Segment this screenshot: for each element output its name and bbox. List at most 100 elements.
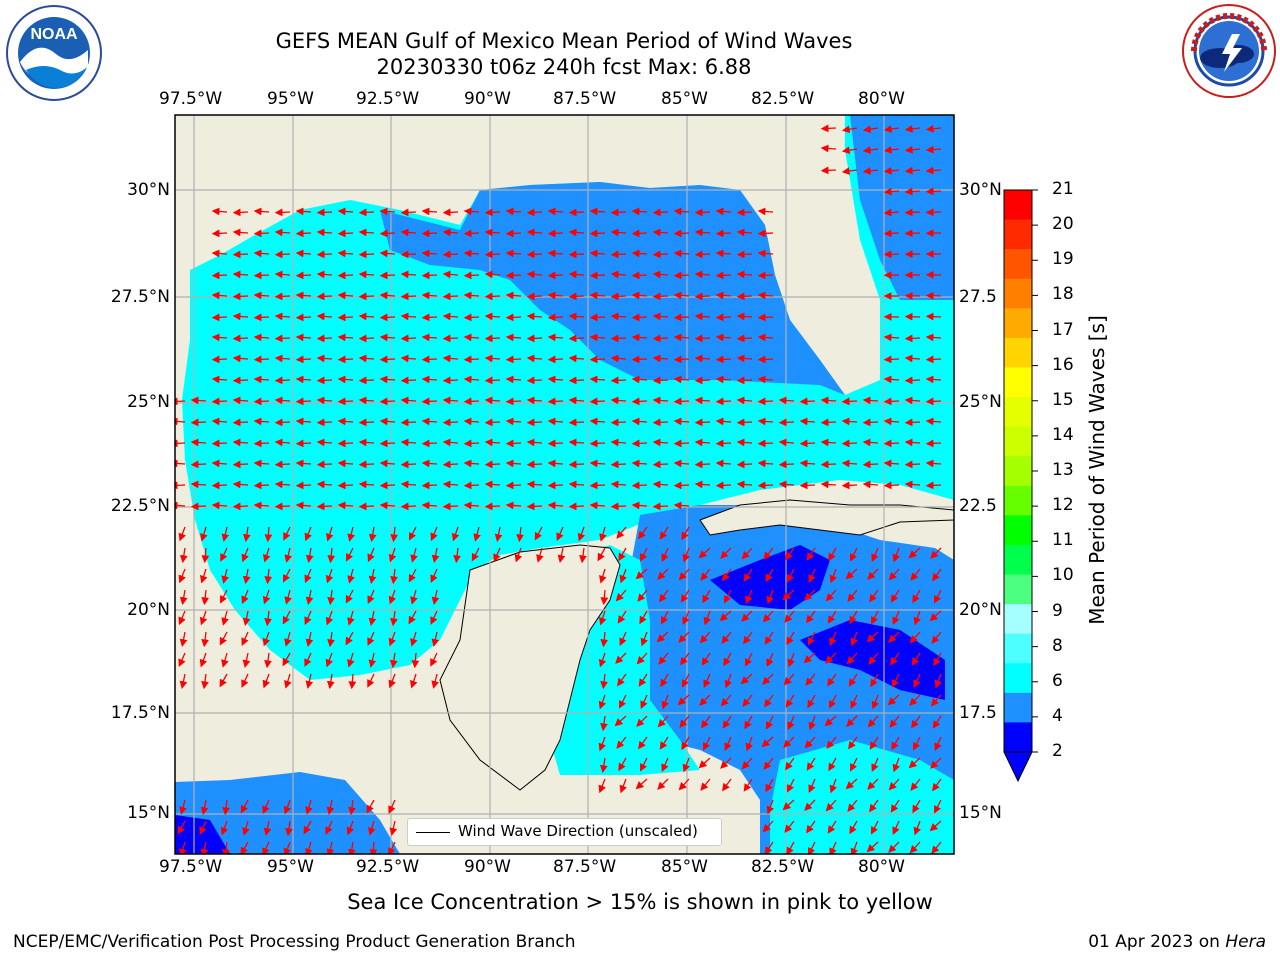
wind-arrow: [421, 313, 438, 322]
lat-tick-left: 17.5°N: [110, 703, 170, 723]
wind-arrow: [358, 354, 375, 363]
wind-arrow: [724, 736, 732, 751]
wind-arrow: [283, 526, 291, 541]
wind-arrow: [661, 694, 669, 710]
wind-arrow: [211, 501, 228, 510]
wind-arrow: [660, 673, 669, 688]
wind-arrow: [400, 334, 417, 343]
lon-tick-bottom: 92.5°W: [356, 857, 420, 877]
wind-arrow: [316, 354, 333, 363]
lon-tick-bottom: 82.5°W: [751, 857, 815, 877]
wind-arrow: [715, 229, 732, 238]
wind-arrow: [190, 502, 207, 511]
wind-arrow: [778, 438, 795, 447]
wind-arrow: [264, 568, 273, 585]
wind-arrow: [883, 187, 900, 196]
wind-arrow: [421, 439, 438, 448]
wind-arrow: [682, 673, 690, 688]
colorbar-segment: [1004, 485, 1032, 516]
wind-arrow: [827, 610, 837, 624]
wind-arrow: [673, 249, 690, 258]
caribbean-cyan: [770, 740, 954, 854]
wind-arrow: [934, 673, 942, 689]
wind-arrow: [242, 568, 251, 585]
wind-arrow: [430, 652, 438, 667]
wind-arrow: [719, 610, 732, 622]
wind-arrow: [911, 715, 921, 729]
wind-arrow: [589, 459, 606, 468]
wind-arrow: [253, 459, 270, 468]
wind-arrow: [463, 291, 480, 300]
wind-arrow: [295, 271, 312, 280]
wind-arrow: [264, 610, 272, 627]
wind-arrow: [598, 778, 606, 794]
wind-arrow: [931, 841, 942, 854]
wind-arrow: [285, 820, 293, 837]
wind-arrow: [221, 568, 229, 584]
wind-arrow: [661, 757, 669, 772]
wind-arrow: [742, 694, 753, 707]
wind-arrow: [484, 354, 501, 363]
wind-arrow: [379, 249, 396, 258]
wind-arrow: [505, 501, 522, 510]
lon-tick-top: 92.5°W: [356, 89, 420, 109]
wind-arrow: [694, 354, 711, 363]
wind-arrow: [763, 757, 774, 770]
wind-arrow: [274, 418, 291, 427]
wind-arrow: [262, 673, 270, 689]
wind-arrow: [825, 589, 837, 602]
lon-tick-bottom: 95°W: [267, 857, 314, 877]
wind-arrow: [556, 526, 564, 541]
wind-arrow: [526, 228, 543, 237]
wind-arrow: [806, 610, 816, 624]
wind-arrow: [883, 125, 900, 133]
wind-arrow: [232, 376, 249, 385]
wind-arrow: [211, 291, 228, 300]
colorbar-segment: [1004, 515, 1032, 546]
wind-arrow: [589, 481, 606, 490]
wind-arrow: [799, 459, 816, 468]
wind-arrow: [841, 439, 858, 448]
wind-arrow: [652, 376, 669, 385]
wind-arrow: [453, 547, 461, 564]
wind-arrow: [673, 355, 690, 364]
wind-arrow: [282, 652, 291, 667]
wind-arrow: [368, 526, 377, 543]
wind-arrow: [337, 501, 354, 510]
wind-arrow: [904, 312, 921, 321]
wind-arrow: [410, 589, 418, 605]
wind-arrow: [484, 250, 501, 259]
wind-arrow: [409, 526, 417, 541]
wind-arrow: [829, 841, 837, 854]
wind-arrow: [715, 459, 732, 468]
wind-arrow: [421, 501, 438, 510]
wind-arrow: [757, 439, 774, 448]
wind-arrow: [557, 547, 566, 563]
wind-arrow: [656, 631, 669, 643]
wind-arrow: [274, 312, 291, 321]
wind-arrow: [568, 396, 585, 405]
wind-arrow: [211, 459, 228, 468]
wind-arrow: [295, 207, 312, 216]
wind-arrow: [635, 568, 648, 580]
wind-arrow: [715, 291, 732, 300]
wind-arrow: [484, 502, 501, 511]
wind-arrow: [930, 757, 942, 769]
wind-arrow: [262, 589, 271, 605]
wind-arrow: [703, 610, 711, 626]
wind-arrow: [694, 438, 711, 447]
wind-arrow: [766, 715, 774, 730]
wind-arrow: [757, 291, 774, 300]
wind-arrow: [505, 481, 522, 490]
wind-arrow: [722, 778, 732, 792]
wind-arrow: [806, 757, 816, 771]
wind-arrow: [636, 715, 648, 727]
colorbar-segment: [1004, 544, 1032, 576]
wind-arrow: [430, 526, 438, 542]
wind-arrow: [766, 799, 774, 815]
colorbar-tick-label: 13: [1052, 460, 1074, 480]
wind-arrow: [909, 694, 921, 706]
wind-arrow: [631, 481, 648, 490]
wind-arrow: [421, 207, 438, 216]
wind-arrow: [799, 439, 816, 448]
